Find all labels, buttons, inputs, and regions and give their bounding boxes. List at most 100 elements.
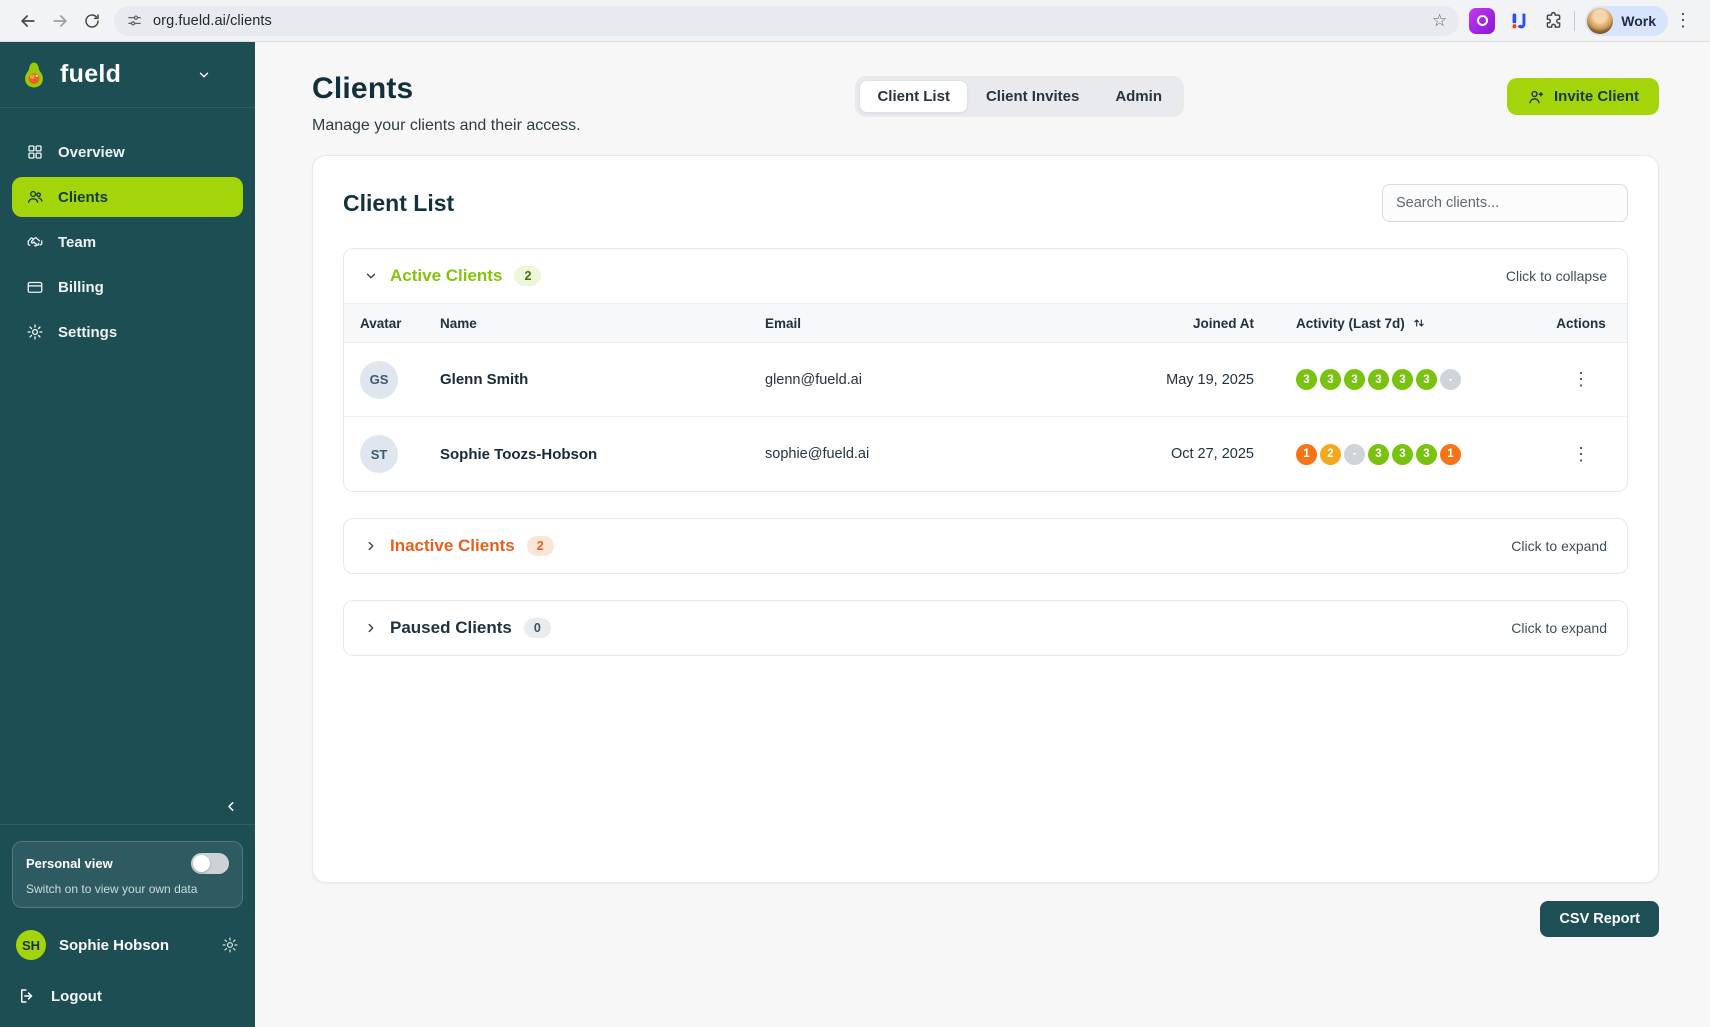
client-name: Sophie Toozs-Hobson — [440, 445, 598, 463]
sidebar-bottom: Personal view Switch on to view your own… — [0, 824, 255, 1027]
sidebar-item-label: Overview — [58, 143, 125, 161]
personal-view-toggle[interactable] — [191, 853, 229, 874]
back-icon[interactable] — [12, 5, 44, 37]
main-content: Clients Manage your clients and their ac… — [255, 42, 1710, 1027]
activity-day-badge: 3 — [1392, 369, 1413, 390]
sidebar-item-settings[interactable]: Settings — [12, 312, 243, 352]
tab-client-invites[interactable]: Client Invites — [985, 88, 1080, 105]
column-joined-at: Joined At — [1192, 315, 1254, 331]
active-clients-title: Active Clients — [390, 266, 503, 285]
page-subtitle: Manage your clients and their access. — [312, 117, 581, 134]
column-name: Name — [440, 315, 477, 331]
sidebar-item-clients[interactable]: Clients — [12, 177, 243, 217]
table-header-row: Avatar Name Email Joined At Activity (La… — [344, 303, 1627, 343]
client-joined-date: May 19, 2025 — [1166, 371, 1254, 388]
avatar: GS — [360, 360, 398, 399]
table-row[interactable]: GS Glenn Smith glenn@fueld.ai May 19, 20… — [344, 343, 1627, 417]
browser-profile-chip[interactable]: Work — [1585, 5, 1668, 36]
brand-name: fueld — [60, 60, 122, 88]
inactive-clients-section: Inactive Clients 2 Click to expand — [343, 518, 1628, 574]
page-title: Clients — [312, 72, 414, 105]
client-email: glenn@fueld.ai — [765, 371, 862, 388]
bookmark-star-icon[interactable]: ☆ — [1432, 11, 1448, 30]
sidebar-item-billing[interactable]: Billing — [12, 267, 243, 307]
logout-button[interactable]: Logout — [12, 987, 243, 1011]
activity-day-badge: 3 — [1320, 369, 1341, 390]
client-name: Glenn Smith — [440, 371, 529, 388]
sort-icon[interactable] — [1412, 316, 1426, 330]
extension-icon-purple[interactable] — [1469, 7, 1496, 34]
inactive-count-badge: 2 — [526, 536, 554, 556]
activity-day-badge: 3 — [1296, 369, 1317, 390]
current-user-row[interactable]: SH Sophie Hobson — [12, 930, 243, 960]
org-switcher-chevron-icon[interactable] — [197, 68, 211, 82]
sidebar-item-overview[interactable]: Overview — [12, 132, 243, 172]
paused-clients-title: Paused Clients — [390, 618, 512, 637]
expand-hint: Click to expand — [1511, 620, 1607, 636]
logout-label: Logout — [51, 987, 102, 1005]
column-actions: Actions — [1556, 315, 1606, 331]
paused-clients-header[interactable]: Paused Clients 0 Click to expand — [344, 601, 1627, 655]
url-text[interactable]: org.fueld.ai/clients — [153, 12, 272, 29]
sidebar-item-label: Clients — [58, 188, 109, 206]
extension-icon-blue[interactable] — [1508, 10, 1530, 32]
personal-view-card: Personal view Switch on to view your own… — [12, 841, 243, 908]
browser-toolbar: org.fueld.ai/clients ☆ Work ⋮ — [0, 0, 1710, 42]
sidebar-item-label: Team — [58, 233, 97, 251]
activity-day-badge: 3 — [1416, 369, 1437, 390]
user-name: Sophie Hobson — [59, 936, 169, 954]
activity-day-badge: 2 — [1320, 443, 1341, 465]
search-input[interactable] — [1382, 184, 1628, 222]
tab-client-list[interactable]: Client List — [859, 80, 968, 113]
site-settings-icon[interactable] — [126, 12, 143, 29]
activity-day-badge: 3 — [1368, 443, 1389, 465]
active-clients-section: Active Clients 2 Click to collapse Avata… — [343, 248, 1628, 492]
invite-client-label: Invite Client — [1553, 88, 1639, 105]
row-actions-menu-icon[interactable]: ⋮ — [1572, 443, 1590, 464]
activity-day-badge: - — [1344, 443, 1365, 465]
column-avatar: Avatar — [360, 315, 402, 331]
browser-menu-icon[interactable]: ⋮ — [1674, 10, 1692, 30]
column-activity-label: Activity (Last 7d) — [1296, 315, 1405, 331]
user-avatar: SH — [16, 930, 46, 960]
sidebar-nav: Overview Clients Team — [0, 108, 255, 352]
extensions-puzzle-icon[interactable] — [1543, 10, 1564, 31]
inactive-clients-header[interactable]: Inactive Clients 2 Click to expand — [344, 519, 1627, 573]
activity-day-badge: 3 — [1392, 443, 1413, 465]
toolbar-divider — [1574, 10, 1576, 31]
tab-group: Client List Client Invites Admin — [855, 76, 1184, 117]
inactive-clients-title: Inactive Clients — [390, 536, 515, 555]
card-title: Client List — [343, 189, 455, 216]
client-joined-date: Oct 27, 2025 — [1170, 446, 1254, 462]
table-row[interactable]: ST Sophie Toozs-Hobson sophie@fueld.ai O… — [344, 417, 1627, 491]
page-header: Clients Manage your clients and their ac… — [312, 72, 1659, 135]
sidebar: fueld Overview Clients — [0, 42, 255, 1027]
collapse-hint: Click to collapse — [1505, 268, 1607, 284]
sidebar-collapse-chevron-icon[interactable] — [224, 799, 239, 814]
profile-name: Work — [1621, 12, 1656, 29]
logout-icon — [18, 987, 36, 1005]
active-clients-header[interactable]: Active Clients 2 Click to collapse — [344, 249, 1627, 303]
active-count-badge: 2 — [514, 266, 542, 286]
brand-row[interactable]: fueld — [0, 42, 255, 108]
forward-icon[interactable] — [44, 5, 76, 37]
column-activity[interactable]: Activity (Last 7d) — [1280, 316, 1535, 331]
client-list-card: Client List Active Clients 2 Click to co… — [312, 155, 1659, 883]
fueld-logo-icon — [18, 59, 50, 91]
invite-client-button[interactable]: Invite Client — [1506, 78, 1659, 115]
sidebar-item-label: Billing — [58, 278, 104, 296]
reload-icon[interactable] — [76, 5, 108, 37]
row-actions-menu-icon[interactable]: ⋮ — [1572, 369, 1590, 389]
csv-report-button[interactable]: CSV Report — [1540, 901, 1659, 937]
paused-clients-section: Paused Clients 0 Click to expand — [343, 600, 1628, 656]
personal-view-label: Personal view — [26, 856, 113, 871]
activity-day-badge: 1 — [1440, 443, 1461, 465]
tab-admin[interactable]: Admin — [1115, 88, 1162, 105]
url-bar[interactable]: org.fueld.ai/clients ☆ — [114, 5, 1460, 36]
sidebar-item-team[interactable]: Team — [12, 222, 243, 262]
user-settings-gear-icon[interactable] — [221, 936, 239, 954]
dashboard-icon — [26, 143, 44, 161]
